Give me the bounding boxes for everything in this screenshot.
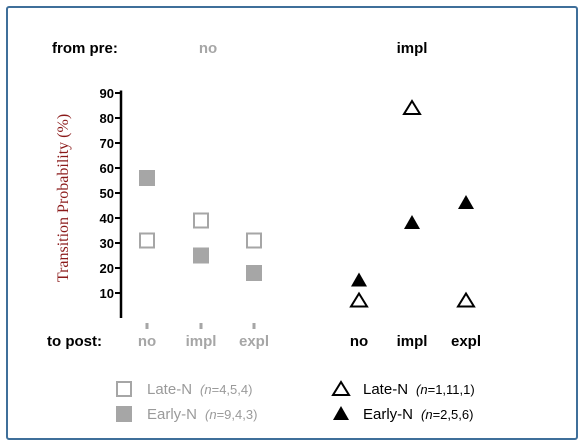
- legend-entry-3: Early-N (n=2,5,6): [363, 406, 473, 423]
- group-header-no: no: [199, 40, 217, 57]
- y-tick-label: 80: [100, 111, 114, 126]
- legend-label: Early-N: [363, 406, 413, 423]
- x-category-label-expl: expl: [451, 333, 481, 350]
- legend-close: ): [248, 382, 252, 397]
- legend-entry-0: Late-N (n=4,5,4): [147, 381, 252, 398]
- legend-close: ): [469, 407, 473, 422]
- legend-spacer: (: [421, 407, 427, 422]
- legend-n: n: [204, 382, 211, 397]
- legend-counts: =1,11,1: [428, 382, 471, 397]
- legend-label: Early-N: [147, 406, 197, 423]
- x-category-label-impl: impl: [397, 333, 428, 350]
- legend-marker-1: [116, 406, 132, 422]
- legend-label: Late-N: [147, 381, 192, 398]
- x-category-label-no: no: [350, 333, 368, 350]
- legend-counts: =9,4,3: [217, 407, 254, 422]
- data-point-impl-Late-N-expl: [456, 291, 476, 308]
- legend-n: n: [209, 407, 216, 422]
- legend-marker-0: [116, 381, 132, 397]
- legend-n: n: [420, 382, 427, 397]
- legend-close: ): [253, 407, 257, 422]
- data-point-impl-Late-N-impl: [402, 99, 422, 115]
- y-tick-label: 40: [100, 211, 114, 226]
- legend-close: ): [470, 382, 474, 397]
- legend-n: n: [425, 407, 432, 422]
- figure-frame: [6, 6, 578, 440]
- from-pre-label: from pre:: [52, 40, 118, 57]
- data-point-impl-Early-N-impl: [404, 215, 420, 229]
- data-point-no-Early-N-impl: [193, 247, 209, 264]
- data-point-no-Late-N-no: [139, 232, 155, 249]
- x-category-label-expl: expl: [239, 333, 269, 350]
- data-point-impl-Early-N-expl: [458, 195, 474, 209]
- legend-label: Late-N: [363, 381, 408, 398]
- legend-spacer: (: [416, 382, 422, 397]
- y-tick-label: 60: [100, 161, 114, 176]
- legend-spacer: (: [205, 407, 211, 422]
- legend-spacer: (: [200, 382, 206, 397]
- y-tick-label: 30: [100, 236, 114, 251]
- data-point-impl-Late-N-no: [349, 291, 369, 308]
- y-axis-label: Transition Probability (%): [55, 114, 72, 282]
- data-point-no-Late-N-expl: [246, 232, 262, 249]
- data-point-impl-Early-N-no: [351, 272, 367, 287]
- legend-entry-1: Early-N (n=9,4,3): [147, 406, 257, 423]
- legend-counts: =4,5,4: [212, 382, 249, 397]
- legend-marker-3: [333, 406, 349, 420]
- x-category-label-no: no: [138, 333, 156, 350]
- data-point-no-Late-N-impl: [193, 212, 209, 229]
- data-point-no-Early-N-expl: [246, 265, 262, 281]
- y-tick-label: 70: [100, 136, 114, 151]
- x-category-label-impl: impl: [186, 333, 217, 350]
- legend-counts: =2,5,6: [433, 407, 470, 422]
- legend-marker-2: [331, 380, 351, 396]
- y-tick-label: 50: [100, 186, 114, 201]
- y-tick-label: 10: [100, 286, 114, 301]
- group-header-impl: impl: [397, 40, 428, 57]
- y-tick-label: 90: [100, 86, 114, 101]
- to-post-label: to post:: [47, 333, 102, 350]
- legend-entry-2: Late-N (n=1,11,1): [363, 381, 475, 398]
- data-point-no-Early-N-no: [139, 170, 155, 186]
- y-tick-label: 20: [100, 261, 114, 276]
